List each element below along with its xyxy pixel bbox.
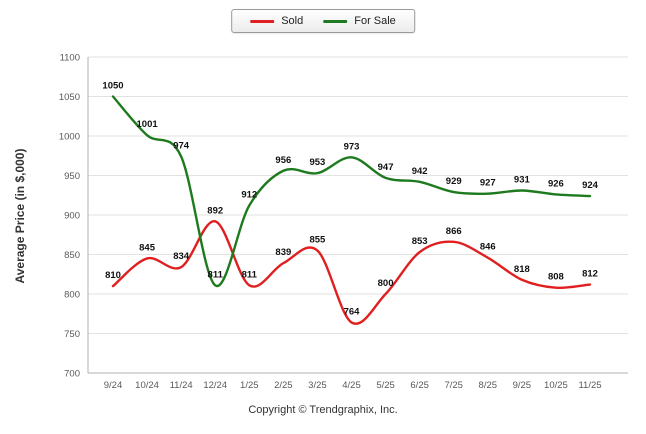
- x-tick-label: 12/24: [203, 380, 227, 391]
- data-label: 953: [309, 157, 325, 168]
- legend: Sold For Sale: [231, 9, 415, 33]
- for-sale-line-swatch: [323, 19, 348, 23]
- data-label: 942: [412, 166, 428, 177]
- data-label: 811: [208, 269, 224, 280]
- data-label: 924: [582, 180, 599, 191]
- data-label: 845: [139, 242, 156, 253]
- x-tick-label: 2/25: [274, 380, 293, 391]
- x-tick-label: 11/24: [170, 380, 193, 391]
- x-tick-label: 3/25: [308, 380, 327, 391]
- for-sale-line: [111, 95, 592, 287]
- legend-item-sold: Sold: [250, 15, 303, 27]
- y-tick-label: 1050: [59, 92, 80, 103]
- x-tick-label: 8/25: [479, 380, 498, 391]
- data-label: 839: [275, 247, 291, 258]
- copyright-text: Copyright © Trendgraphix, Inc.: [248, 404, 398, 416]
- x-tick-label: 9/24: [104, 380, 123, 391]
- data-label: 810: [105, 270, 121, 281]
- x-tick-label: 4/25: [342, 380, 361, 391]
- data-label: 764: [344, 306, 361, 317]
- data-label: 926: [548, 178, 564, 189]
- x-tick-label: 11/25: [578, 380, 601, 391]
- data-label: 834: [173, 251, 190, 262]
- data-label: 1001: [137, 119, 159, 130]
- data-label: 956: [275, 155, 291, 166]
- y-tick-label: 900: [64, 211, 80, 222]
- data-label: 1050: [102, 81, 123, 92]
- legend-item-for-sale: For Sale: [323, 15, 396, 27]
- y-tick-label: 700: [64, 369, 80, 380]
- data-label: 808: [548, 272, 564, 283]
- x-tick-label: 6/25: [410, 380, 429, 391]
- x-tick-label: 10/25: [544, 380, 568, 391]
- data-label: 929: [446, 176, 462, 187]
- x-tick-label: 5/25: [376, 380, 395, 391]
- data-label: 931: [514, 175, 531, 186]
- data-label: 818: [514, 264, 530, 275]
- y-tick-label: 800: [64, 290, 80, 301]
- data-label: 947: [378, 162, 394, 173]
- data-label: 853: [412, 236, 428, 247]
- data-label: 811: [242, 269, 258, 280]
- data-label: 866: [446, 226, 462, 237]
- sold-line-swatch: [250, 19, 275, 23]
- data-label: 892: [207, 205, 223, 216]
- y-tick-label: 750: [64, 329, 80, 340]
- data-label: 974: [173, 141, 190, 152]
- y-tick-label: 1100: [60, 53, 80, 64]
- x-tick-label: 9/25: [513, 380, 532, 391]
- data-label: 855: [309, 235, 326, 246]
- sold-line: [111, 220, 592, 325]
- data-label: 912: [241, 190, 257, 201]
- data-label: 927: [480, 178, 496, 189]
- y-tick-label: 950: [64, 171, 80, 182]
- data-label: 800: [378, 278, 394, 289]
- y-axis-title: Average Price (in $,000): [13, 148, 27, 284]
- legend-label-for-sale: For Sale: [354, 15, 396, 27]
- x-tick-label: 1/25: [240, 380, 259, 391]
- legend-label-sold: Sold: [281, 15, 304, 27]
- x-tick-label: 10/24: [135, 380, 159, 391]
- y-tick-label: 1000: [59, 132, 80, 143]
- data-label: 846: [480, 242, 496, 253]
- data-label: 973: [344, 141, 360, 152]
- y-tick-label: 850: [64, 250, 80, 261]
- data-label: 812: [582, 269, 598, 280]
- x-tick-label: 7/25: [444, 380, 463, 391]
